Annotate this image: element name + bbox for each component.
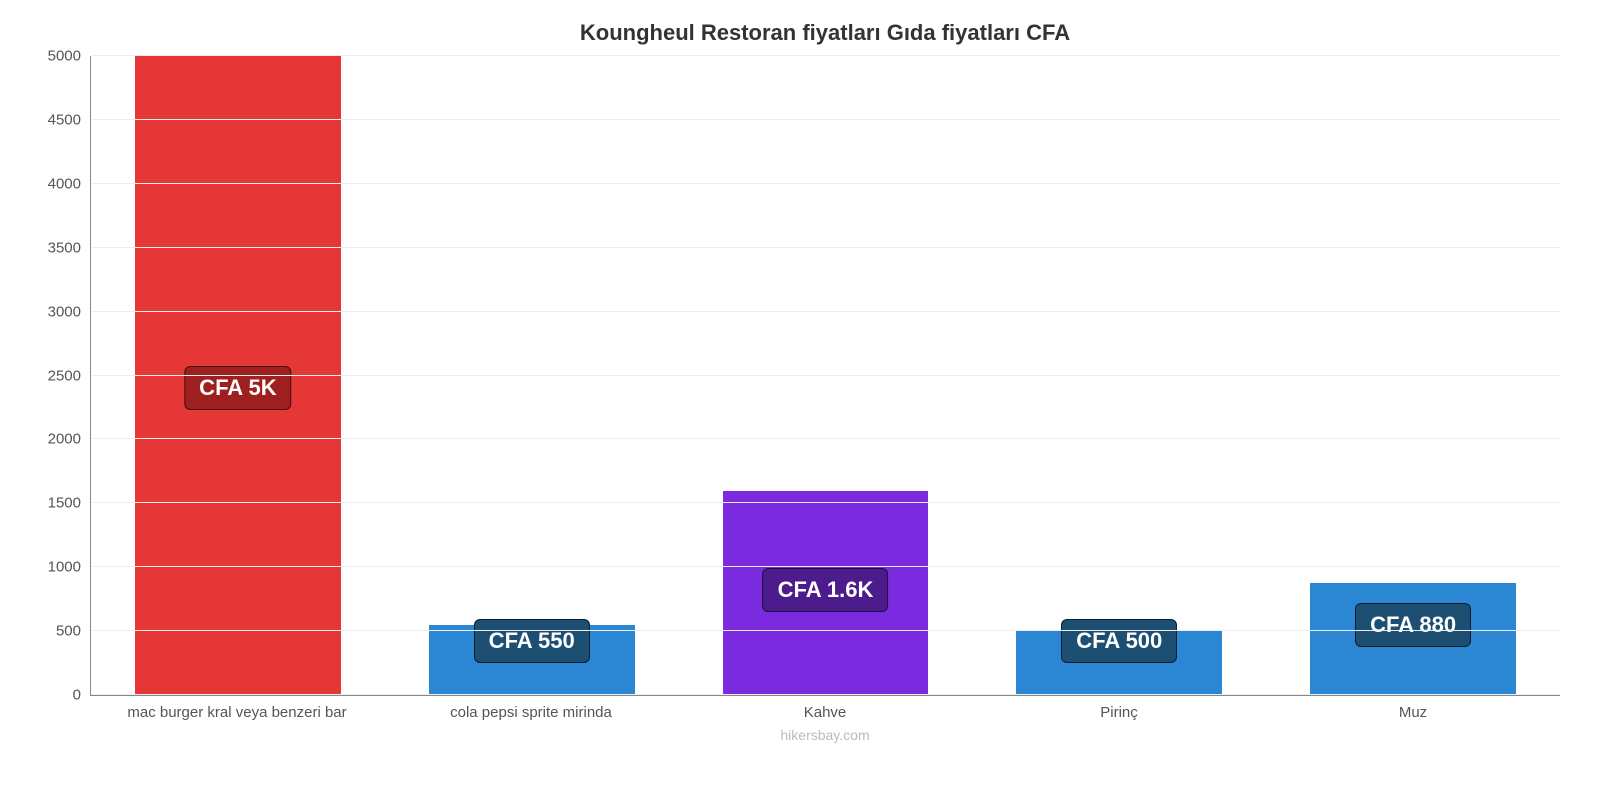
gridline: [91, 566, 1560, 567]
plot-area: CFA 5KCFA 550CFA 1.6KCFA 500CFA 880 0500…: [90, 56, 1560, 696]
gridline: [91, 183, 1560, 184]
bar: CFA 550: [429, 625, 635, 695]
bar: CFA 5K: [135, 56, 341, 695]
gridline: [91, 630, 1560, 631]
gridline: [91, 502, 1560, 503]
gridline: [91, 375, 1560, 376]
xtick-label: cola pepsi sprite mirinda: [384, 704, 678, 721]
ytick-label: 3500: [48, 239, 91, 256]
chart-title: Koungheul Restoran fiyatları Gıda fiyatl…: [90, 20, 1560, 46]
gridline: [91, 55, 1560, 56]
gridline: [91, 694, 1560, 695]
bar-slot: CFA 5K: [91, 56, 385, 695]
value-badge: CFA 880: [1355, 603, 1471, 647]
gridline: [91, 311, 1560, 312]
xtick-label: Muz: [1266, 704, 1560, 721]
ytick-label: 4000: [48, 175, 91, 192]
ytick-label: 3000: [48, 303, 91, 320]
x-axis-labels: mac burger kral veya benzeri barcola pep…: [90, 704, 1560, 721]
bar: CFA 1.6K: [723, 491, 929, 695]
value-badge: CFA 550: [474, 619, 590, 663]
gridline: [91, 247, 1560, 248]
gridline: [91, 119, 1560, 120]
ytick-label: 4500: [48, 111, 91, 128]
ytick-label: 500: [56, 623, 91, 640]
bar: CFA 500: [1016, 631, 1222, 695]
bar-slot: CFA 1.6K: [679, 56, 973, 695]
bars-row: CFA 5K CFA 550 CFA 1.6K CFA 500 CFA 880: [91, 56, 1560, 695]
ytick-label: 2000: [48, 431, 91, 448]
value-badge: CFA 1.6K: [763, 568, 889, 612]
bar: CFA 880: [1310, 583, 1516, 695]
gridline: [91, 438, 1560, 439]
bar-slot: CFA 550: [385, 56, 679, 695]
ytick-label: 0: [73, 687, 91, 704]
xtick-label: Kahve: [678, 704, 972, 721]
xtick-label: mac burger kral veya benzeri bar: [90, 704, 384, 721]
ytick-label: 5000: [48, 48, 91, 65]
ytick-label: 1500: [48, 495, 91, 512]
ytick-label: 2500: [48, 367, 91, 384]
value-badge: CFA 500: [1061, 619, 1177, 663]
ytick-label: 1000: [48, 559, 91, 576]
bar-slot: CFA 500: [972, 56, 1266, 695]
xtick-label: Pirinç: [972, 704, 1266, 721]
watermark: hikersbay.com: [90, 727, 1560, 743]
bar-slot: CFA 880: [1266, 56, 1560, 695]
price-bar-chart: Koungheul Restoran fiyatları Gıda fiyatl…: [0, 0, 1600, 800]
value-badge: CFA 5K: [184, 366, 291, 410]
